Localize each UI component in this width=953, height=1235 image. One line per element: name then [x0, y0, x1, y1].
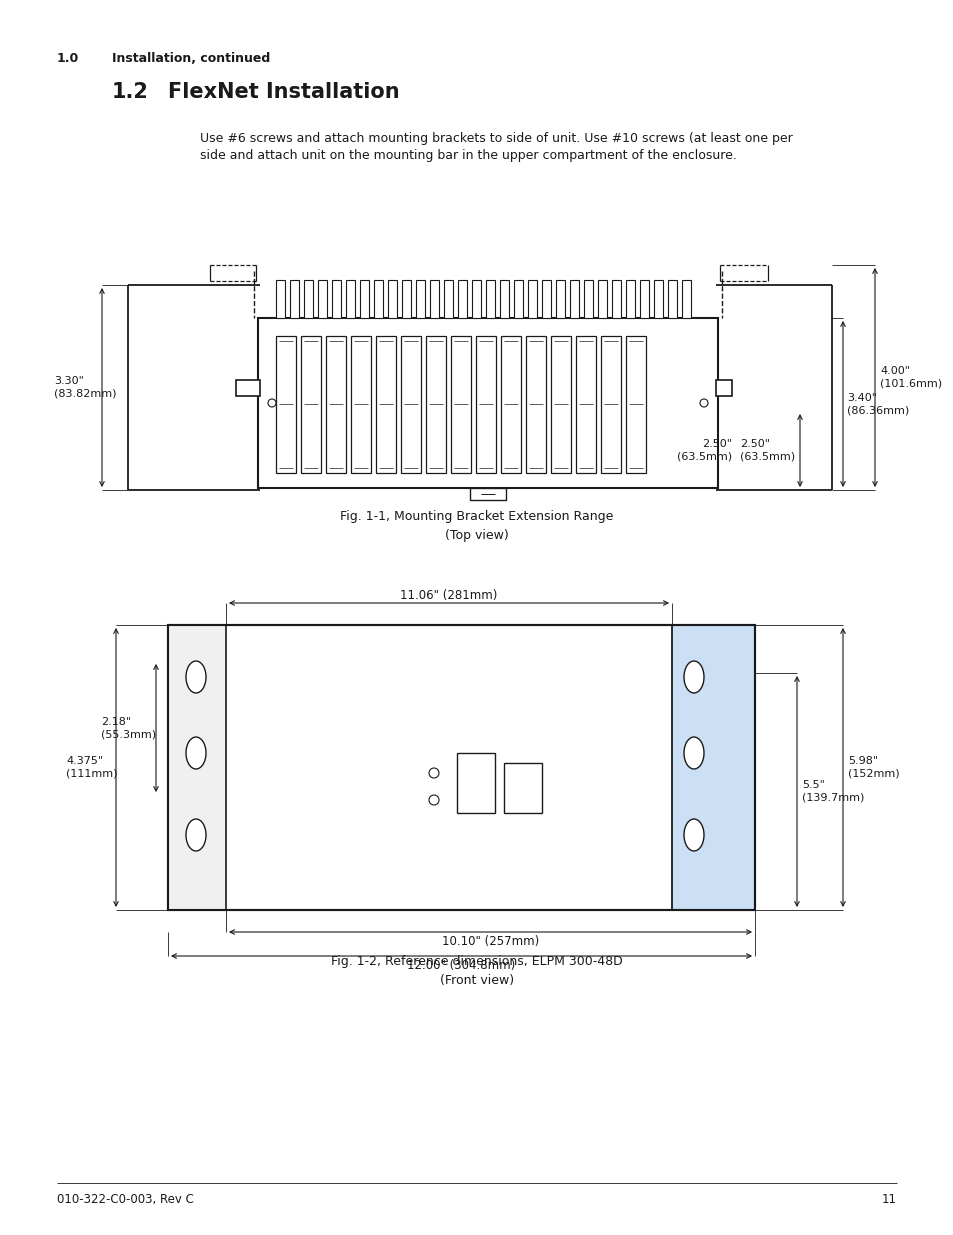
Bar [290, 280, 298, 317]
Ellipse shape [186, 819, 206, 851]
Bar [600, 336, 620, 473]
Bar [416, 280, 424, 317]
Bar [541, 280, 551, 317]
Text: Fig. 1-1, Mounting Bracket Extension Range
(Top view): Fig. 1-1, Mounting Bracket Extension Ran… [340, 510, 613, 542]
Circle shape [429, 768, 438, 778]
Bar [326, 336, 346, 473]
Bar [400, 336, 420, 473]
Bar [470, 488, 505, 500]
Bar [168, 625, 754, 910]
Bar [681, 280, 690, 317]
Ellipse shape [186, 737, 206, 769]
Bar [514, 280, 522, 317]
Text: 5.98"
(152mm): 5.98" (152mm) [847, 756, 899, 779]
Text: 2.50"
(63.5mm): 2.50" (63.5mm) [740, 440, 794, 462]
Bar [457, 280, 467, 317]
Bar [388, 280, 396, 317]
Bar [503, 763, 541, 813]
Circle shape [700, 399, 707, 408]
Text: 1.2: 1.2 [112, 82, 149, 103]
Bar [525, 336, 545, 473]
Bar [485, 280, 495, 317]
Bar [443, 280, 453, 317]
Bar [716, 379, 731, 395]
Ellipse shape [683, 661, 703, 693]
Text: 12.00" (304.8mm): 12.00" (304.8mm) [407, 960, 515, 972]
Bar [476, 336, 496, 473]
Ellipse shape [683, 819, 703, 851]
Bar [351, 336, 371, 473]
Bar [598, 280, 606, 317]
Bar [612, 280, 620, 317]
Text: Installation, continued: Installation, continued [112, 52, 270, 65]
Ellipse shape [186, 661, 206, 693]
Bar [317, 280, 327, 317]
Bar [374, 280, 382, 317]
Text: 11.06" (281mm): 11.06" (281mm) [400, 589, 497, 601]
Bar [401, 280, 411, 317]
Text: Use #6 screws and attach mounting brackets to side of unit. Use #10 screws (at l: Use #6 screws and attach mounting bracke… [200, 132, 792, 162]
Ellipse shape [683, 737, 703, 769]
Circle shape [268, 399, 275, 408]
Text: 2.50"
(63.5mm): 2.50" (63.5mm) [677, 440, 731, 462]
Bar [500, 336, 520, 473]
Text: 4.00"
(101.6mm): 4.00" (101.6mm) [879, 367, 942, 389]
Text: 2.18"
(55.3mm): 2.18" (55.3mm) [101, 716, 156, 740]
Bar [671, 625, 754, 910]
Bar [556, 280, 564, 317]
Text: 11: 11 [882, 1193, 896, 1207]
Text: FlexNet Installation: FlexNet Installation [168, 82, 399, 103]
Bar [472, 280, 480, 317]
Bar [583, 280, 593, 317]
Bar [275, 280, 285, 317]
Bar [639, 280, 648, 317]
Text: 3.30"
(83.82mm): 3.30" (83.82mm) [54, 377, 116, 399]
Bar [375, 336, 395, 473]
Bar [430, 280, 438, 317]
Bar [456, 753, 495, 813]
Bar [257, 317, 718, 488]
Text: 4.375"
(111mm): 4.375" (111mm) [66, 756, 117, 779]
Bar [359, 280, 369, 317]
Bar [551, 336, 571, 473]
Text: 010-322-C0-003, Rev C: 010-322-C0-003, Rev C [57, 1193, 193, 1207]
Bar [168, 625, 754, 910]
Bar [346, 280, 355, 317]
Bar [235, 379, 260, 395]
Bar [332, 280, 340, 317]
Text: 10.10" (257mm): 10.10" (257mm) [441, 935, 538, 948]
Bar [304, 280, 313, 317]
Circle shape [429, 795, 438, 805]
Text: 5.5"
(139.7mm): 5.5" (139.7mm) [801, 781, 863, 803]
Bar [576, 336, 596, 473]
Bar [451, 336, 471, 473]
Bar [569, 280, 578, 317]
Bar [667, 280, 677, 317]
Bar [499, 280, 509, 317]
Text: 3.40"
(86.36mm): 3.40" (86.36mm) [846, 393, 908, 415]
Bar [527, 280, 537, 317]
Text: Fig. 1-2, Reference dimensions, ELPM 300-48D
(Front view): Fig. 1-2, Reference dimensions, ELPM 300… [331, 955, 622, 987]
Bar [301, 336, 320, 473]
Bar [168, 625, 226, 910]
Bar [625, 336, 645, 473]
Bar [426, 336, 446, 473]
Bar [625, 280, 635, 317]
Text: 1.0: 1.0 [57, 52, 79, 65]
Bar [275, 336, 295, 473]
Bar [654, 280, 662, 317]
